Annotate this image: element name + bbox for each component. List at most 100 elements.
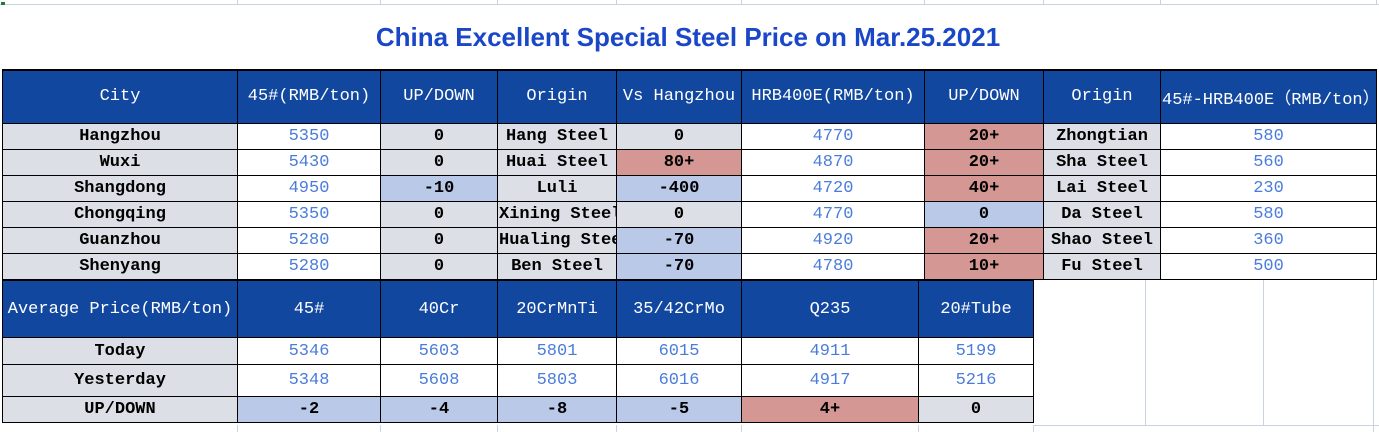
table-row-shenyang: Shenyang 5280 0 Ben Steel -70 4780 10+ F… [2, 252, 1377, 280]
gridline [1263, 280, 1264, 425]
col-header-hrb400e[interactable]: HRB400E(RMB/ton) [741, 69, 925, 124]
col-header-origin-2[interactable]: Origin [1043, 69, 1161, 124]
col-header-20crmnti[interactable]: 20CrMnTi [497, 280, 617, 338]
col-header-45[interactable]: 45# [237, 280, 381, 338]
col-header-40cr[interactable]: 40Cr [380, 280, 498, 338]
cell-updown-2[interactable]: 0 [924, 200, 1044, 228]
gridline [237, 425, 238, 432]
cell-45-price[interactable]: 5350 [237, 200, 381, 228]
cell-updown-2[interactable]: 10+ [924, 252, 1044, 280]
col-header-q235[interactable]: Q235 [741, 280, 919, 338]
cell-avg-20tube[interactable]: 5199 [918, 337, 1034, 365]
cell-avg-q235[interactable]: 4917 [741, 364, 919, 397]
cell-updown-2[interactable]: 20+ [924, 226, 1044, 254]
col-header-vs-hangzhou[interactable]: Vs Hangzhou [616, 69, 742, 124]
gridline [1376, 0, 1377, 4]
cell-origin-1[interactable]: Luli [497, 174, 617, 202]
col-header-origin-1[interactable]: Origin [497, 69, 617, 124]
cell-origin-1[interactable]: Huai Steel [497, 148, 617, 176]
cell-avg-q235[interactable]: 4911 [741, 337, 919, 365]
table-row-chongqing: Chongqing 5350 0 Xining Steel 0 4770 0 D… [2, 200, 1377, 228]
cell-updown-1[interactable]: 0 [380, 252, 498, 280]
cell-vs-hangzhou[interactable]: -400 [616, 174, 742, 202]
col-header-average-price[interactable]: Average Price(RMB/ton) [2, 280, 238, 338]
cell-city[interactable]: Guanzhou [2, 226, 238, 254]
gridline [616, 0, 617, 4]
cell-vs-hangzhou[interactable]: -70 [616, 252, 742, 280]
cell-diff[interactable]: 500 [1160, 252, 1377, 280]
cell-updown-2[interactable]: 20+ [924, 122, 1044, 150]
cell-avg-3542crmo[interactable]: 6016 [616, 364, 742, 397]
cell-45-price[interactable]: 5280 [237, 252, 381, 280]
cell-hrb400e-price[interactable]: 4920 [741, 226, 925, 254]
page-title[interactable]: China Excellent Special Steel Price on M… [0, 5, 1376, 69]
cell-city[interactable]: Chongqing [2, 200, 238, 228]
col-header-updown-2[interactable]: UP/DOWN [924, 69, 1044, 124]
cell-city[interactable]: Wuxi [2, 148, 238, 176]
cell-origin-1[interactable]: Hualing Steel [497, 226, 617, 254]
cell-updown-1[interactable]: 0 [380, 226, 498, 254]
cell-avg-40cr[interactable]: 5603 [380, 337, 498, 365]
cell-ud-q235[interactable]: 4+ [741, 396, 919, 423]
cell-45-price[interactable]: 5430 [237, 148, 381, 176]
cell-vs-hangzhou[interactable]: -70 [616, 226, 742, 254]
cell-origin-2[interactable]: Sha Steel [1043, 148, 1161, 176]
cell-updown-1[interactable]: 0 [380, 148, 498, 176]
cell-ud-20tube[interactable]: 0 [918, 396, 1034, 423]
cell-city[interactable]: Shangdong [2, 174, 238, 202]
cell-vs-hangzhou[interactable]: 0 [616, 122, 742, 150]
cell-hrb400e-price[interactable]: 4720 [741, 174, 925, 202]
cell-updown-1[interactable]: 0 [380, 122, 498, 150]
cell-diff[interactable]: 560 [1160, 148, 1377, 176]
cell-row-label[interactable]: Today [2, 337, 238, 365]
col-header-updown-1[interactable]: UP/DOWN [380, 69, 498, 124]
col-header-45[interactable]: 45#(RMB/ton) [237, 69, 381, 124]
cell-hrb400e-price[interactable]: 4780 [741, 252, 925, 280]
cell-row-label[interactable]: UP/DOWN [2, 396, 238, 423]
cell-diff[interactable]: 580 [1160, 122, 1377, 150]
cell-updown-2[interactable]: 20+ [924, 148, 1044, 176]
col-header-3542crmo[interactable]: 35/42CrMo [616, 280, 742, 338]
cell-avg-20crmnti[interactable]: 5803 [497, 364, 617, 397]
cell-hrb400e-price[interactable]: 4870 [741, 148, 925, 176]
cell-origin-2[interactable]: Lai Steel [1043, 174, 1161, 202]
cell-ud-45[interactable]: -2 [237, 396, 381, 423]
gridline [1033, 425, 1034, 432]
cell-diff[interactable]: 230 [1160, 174, 1377, 202]
cell-city[interactable]: Shenyang [2, 252, 238, 280]
cell-row-label[interactable]: Yesterday [2, 364, 238, 397]
cell-vs-hangzhou[interactable]: 0 [616, 200, 742, 228]
cell-updown-2[interactable]: 40+ [924, 174, 1044, 202]
cell-45-price[interactable]: 4950 [237, 174, 381, 202]
col-header-20tube[interactable]: 20#Tube [918, 280, 1034, 338]
cell-avg-45[interactable]: 5348 [237, 364, 381, 397]
cell-avg-20tube[interactable]: 5216 [918, 364, 1034, 397]
cell-ud-3542crmo[interactable]: -5 [616, 396, 742, 423]
col-header-city[interactable]: City [2, 69, 238, 124]
cell-origin-2[interactable]: Zhongtian [1043, 122, 1161, 150]
cell-vs-hangzhou[interactable]: 80+ [616, 148, 742, 176]
cell-avg-40cr[interactable]: 5608 [380, 364, 498, 397]
col-header-45-minus-hrb400e[interactable]: 45#-HRB400E（RMB/ton） [1160, 69, 1377, 124]
cell-diff[interactable]: 580 [1160, 200, 1377, 228]
cell-45-price[interactable]: 5350 [237, 122, 381, 150]
cell-city[interactable]: Hangzhou [2, 122, 238, 150]
cell-origin-1[interactable]: Xining Steel [497, 200, 617, 228]
cell-avg-20crmnti[interactable]: 5801 [497, 337, 617, 365]
cell-origin-2[interactable]: Fu Steel [1043, 252, 1161, 280]
cell-origin-2[interactable]: Shao Steel [1043, 226, 1161, 254]
cell-updown-1[interactable]: 0 [380, 200, 498, 228]
cell-ud-20crmnti[interactable]: -8 [497, 396, 617, 423]
gridline [380, 425, 381, 432]
cell-45-price[interactable]: 5280 [237, 226, 381, 254]
cell-avg-3542crmo[interactable]: 6015 [616, 337, 742, 365]
cell-origin-1[interactable]: Hang Steel [497, 122, 617, 150]
cell-hrb400e-price[interactable]: 4770 [741, 122, 925, 150]
cell-origin-1[interactable]: Ben Steel [497, 252, 617, 280]
cell-avg-45[interactable]: 5346 [237, 337, 381, 365]
cell-origin-2[interactable]: Da Steel [1043, 200, 1161, 228]
cell-hrb400e-price[interactable]: 4770 [741, 200, 925, 228]
cell-ud-40cr[interactable]: -4 [380, 396, 498, 423]
cell-updown-1[interactable]: -10 [380, 174, 498, 202]
cell-diff[interactable]: 360 [1160, 226, 1377, 254]
